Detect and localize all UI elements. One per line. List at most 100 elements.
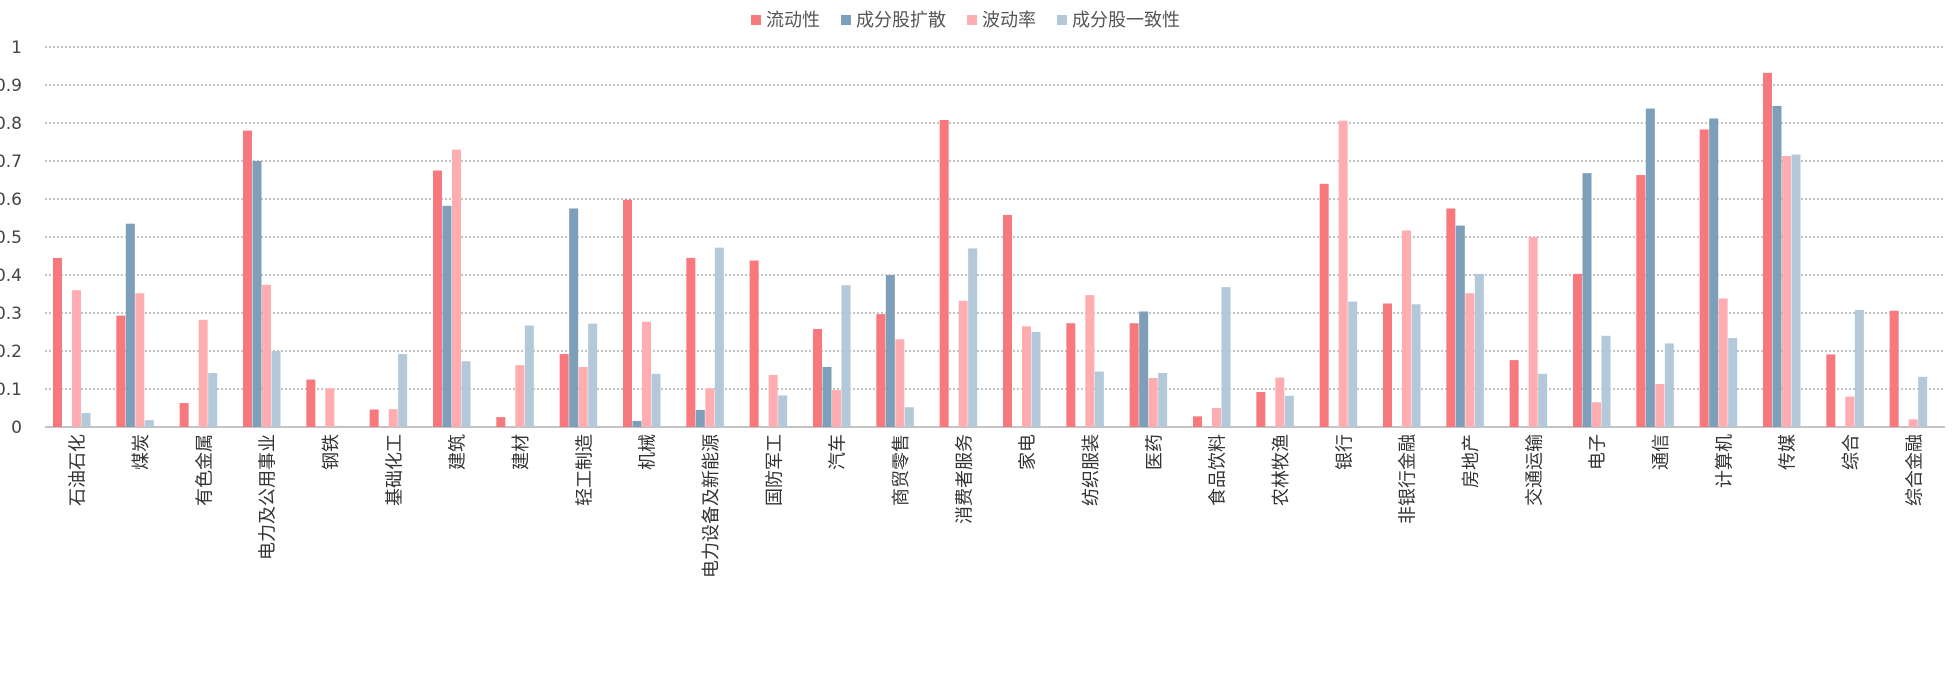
bar [325,388,335,427]
y-tick-label: 0.6 [0,190,22,210]
bar [822,366,832,427]
bar [968,248,978,427]
bar [559,354,569,427]
legend-swatch [967,15,977,25]
bar [714,247,724,427]
bar [1221,287,1231,427]
bar [1908,419,1918,427]
x-tick-label: 综合金融 [1904,434,1925,506]
bar [125,223,135,427]
bar [588,323,598,427]
bar [1031,332,1041,427]
bar [135,293,145,427]
bar [1158,373,1168,427]
bar [623,199,632,427]
x-tick-label: 石油石化 [68,434,89,506]
bar [1402,230,1411,427]
bar [1582,173,1592,427]
bar [1348,301,1358,427]
bar [1826,354,1836,427]
x-tick-label: 电子 [1588,434,1609,470]
y-axis-ticks: 0 0.1 0.2 0.3 0.4 0.5 0.6 0.7 0.8 0.9 1 [0,38,22,438]
x-tick-label: 商贸零售 [891,434,912,506]
x-tick-label: 计算机 [1714,434,1735,488]
x-tick-label: 通信 [1651,434,1672,470]
bar [81,412,91,427]
bar [1129,323,1139,427]
bar [452,149,461,427]
legend-label: 波动率 [982,10,1036,31]
bar [578,366,588,427]
x-tick-label: 农林牧渔 [1271,434,1292,506]
bar [749,260,759,427]
bar [642,321,651,427]
bar [1636,175,1646,427]
bar [1455,225,1465,427]
bar [1655,384,1665,427]
bar [1256,392,1266,427]
bar [1411,304,1421,427]
bar [1782,156,1791,427]
bar [1085,295,1095,427]
bar [1465,293,1475,427]
bar [904,407,914,427]
bar [306,379,316,427]
bar [1284,395,1294,427]
bar [1275,377,1285,427]
bar [461,361,471,427]
bar [813,328,822,427]
bar [1094,371,1104,427]
x-tick-label: 房地产 [1461,434,1482,488]
bar [1383,303,1392,427]
x-tick-label: 基础化工 [384,434,405,506]
bar [695,409,705,427]
y-tick-label: 0.7 [0,152,22,172]
bar [179,403,189,427]
bar [262,284,271,427]
bar [778,395,788,427]
bar [433,170,442,427]
bar [1528,237,1538,427]
x-tick-label: 建筑 [448,434,469,470]
x-tick-label: 非银行金融 [1398,434,1419,524]
x-tick-label: 建材 [511,434,532,470]
bar [524,325,534,427]
bar [1139,311,1149,427]
bar [768,374,778,427]
x-tick-label: 钢铁 [321,434,342,470]
x-tick-label: 银行 [1334,434,1355,470]
bar [398,354,408,427]
bar [369,409,379,427]
bar [1509,360,1519,427]
bar [841,285,851,427]
legend-swatch [1057,15,1067,25]
bar [208,373,218,427]
bar [1538,373,1548,427]
y-tick-label: 0.9 [0,76,22,96]
bar [271,351,281,427]
y-tick-label: 0.2 [0,342,22,362]
bar [1474,273,1484,427]
x-axis-labels: 石油石化 煤炭 有色金属 电力及公用事业 钢铁 基础化工 建筑 建材 轻工制造 机械 电力设备及新能… [68,434,1926,578]
bar [632,420,642,427]
bar [1193,416,1202,427]
legend-swatch [751,15,761,25]
bar [1319,183,1329,427]
bar [1709,118,1719,427]
bar [53,257,62,427]
x-tick-label: 有色金属 [194,434,215,506]
x-tick-label: 国防军工 [764,434,785,506]
y-tick-label: 1 [11,38,22,58]
bar [1699,129,1709,427]
bar [1338,120,1348,427]
x-tick-label: 汽车 [828,434,849,470]
y-tick-label: 0.4 [0,266,22,286]
bar [1573,273,1582,427]
bar [252,161,262,427]
bar [1645,108,1655,427]
x-tick-label: 医药 [1144,434,1165,470]
bar [144,420,154,427]
bar [496,417,506,427]
